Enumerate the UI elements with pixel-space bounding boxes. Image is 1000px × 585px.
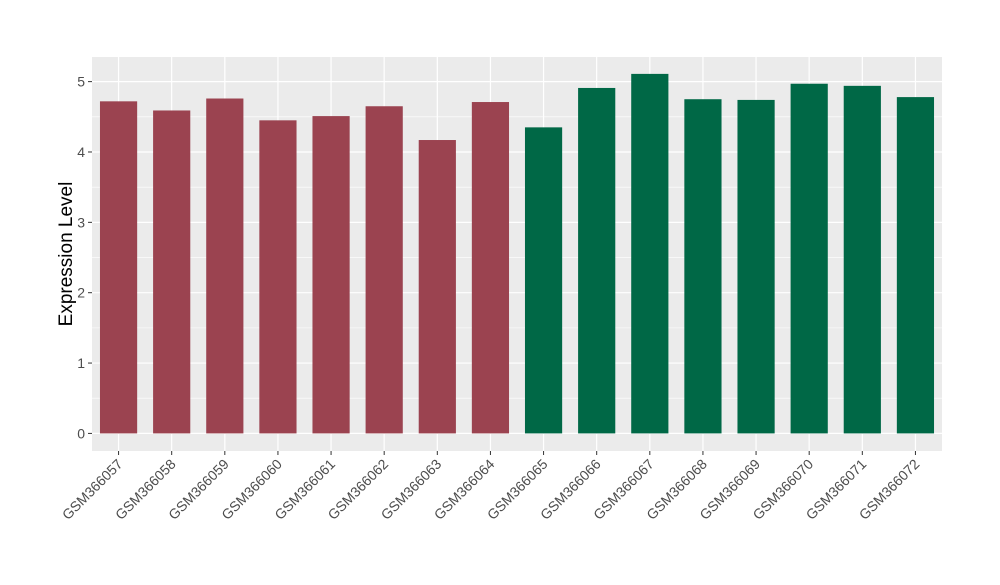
- bar-GSM366064: [471, 102, 510, 434]
- y-tick-label: 5: [77, 74, 85, 90]
- bar-GSM366071: [843, 85, 881, 434]
- bar-GSM366068: [684, 99, 722, 434]
- bar-GSM366070: [790, 83, 828, 434]
- y-axis: 0 1 2 3 4 5: [77, 74, 92, 441]
- y-tick-label: 3: [77, 214, 85, 230]
- y-tick-label: 4: [77, 144, 85, 160]
- bar-GSM366061: [312, 116, 350, 434]
- bar-GSM366066: [578, 87, 616, 434]
- bar-GSM366069: [737, 99, 775, 434]
- bar-GSM366059: [206, 98, 244, 434]
- y-axis-title: Expression Level: [56, 182, 77, 327]
- y-tick-label: 2: [77, 285, 85, 301]
- x-axis: GSM366057GSM366058GSM366059GSM366060GSM3…: [59, 451, 923, 523]
- y-tick-label: 1: [77, 355, 85, 371]
- bar-GSM366065: [524, 127, 563, 434]
- bar-GSM366060: [259, 120, 297, 434]
- bars: [99, 73, 935, 434]
- bar-GSM366063: [418, 140, 456, 434]
- bar-GSM366058: [153, 110, 191, 434]
- bar-GSM366067: [631, 73, 669, 434]
- bar-GSM366062: [365, 106, 403, 434]
- y-tick-label: 0: [77, 425, 85, 441]
- bar-GSM366072: [896, 97, 935, 434]
- bar-GSM366057: [99, 101, 138, 434]
